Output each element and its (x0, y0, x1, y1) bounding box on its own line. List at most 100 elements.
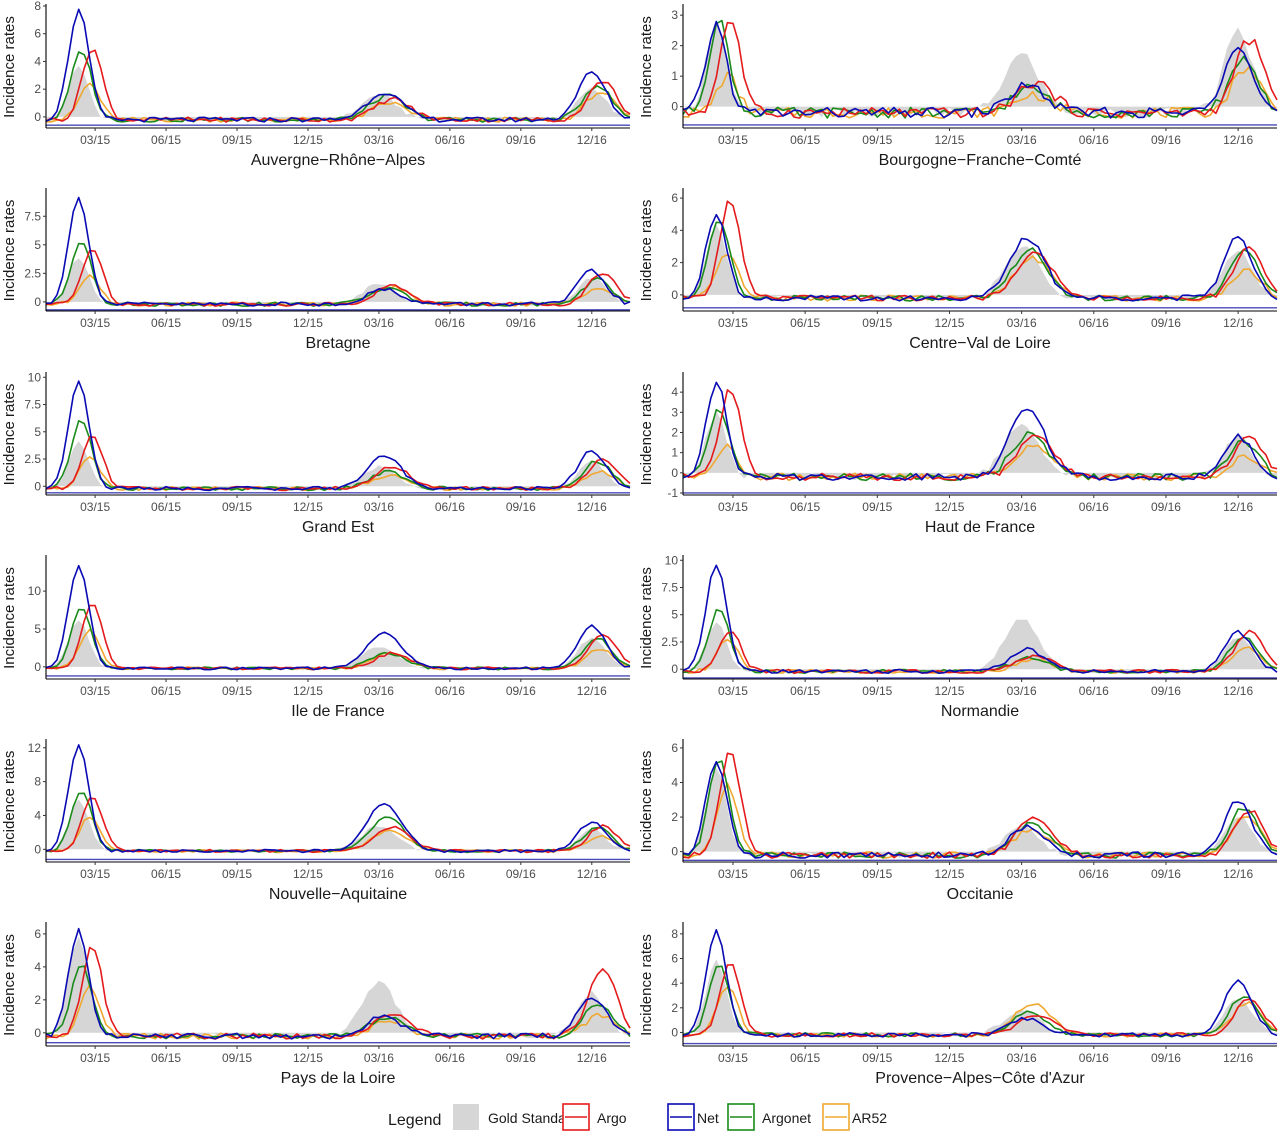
x-tick-label: 12/16 (577, 684, 607, 698)
x-tick-label: 06/15 (790, 1051, 820, 1065)
argonet-series-line (45, 242, 631, 307)
x-tick-label: 09/16 (1151, 684, 1181, 698)
legend-argonet-label: Argonet (762, 1110, 811, 1126)
chart-panel-7: 0 2.5 5 7.5 10 03/15 06/15 09/15 12/15 03/16 06/16… (638, 553, 1278, 720)
x-tick-label: 06/15 (151, 684, 181, 698)
x-tick-label: 03/15 (80, 1051, 110, 1065)
y-axis-label: Incidence rates (638, 384, 655, 486)
chart-panel-11: 0 2 4 6 8 03/15 06/15 09/15 12/15 03/16 06/16 09/16… (638, 922, 1278, 1087)
y-tick-label: 3 (671, 405, 678, 419)
y-tick-label: 0 (34, 660, 41, 674)
y-tick-label: -1 (667, 486, 678, 500)
x-tick-label: 12/15 (293, 133, 323, 147)
y-axis-label: Incidence rates (1, 16, 18, 118)
panel-title: Bourgogne−Franche−Comté (879, 152, 1082, 169)
x-tick-label: 12/16 (577, 867, 607, 881)
panel-title: Ile de France (291, 703, 384, 720)
argo-series-line (45, 49, 631, 123)
x-tick-label: 06/15 (151, 867, 181, 881)
y-tick-label: 0 (671, 845, 678, 859)
net-series-line (682, 213, 1278, 302)
y-tick-label: 2 (671, 256, 678, 270)
x-tick-label: 06/16 (1079, 1051, 1109, 1065)
x-tick-label: 03/16 (1007, 500, 1037, 514)
x-tick-label: 09/15 (222, 1051, 252, 1065)
y-tick-label: 4 (671, 976, 678, 990)
y-tick-label: 0 (34, 295, 41, 309)
net-series-line (682, 760, 1278, 859)
y-tick-label: 7.5 (661, 581, 678, 595)
argo-series-line (45, 946, 631, 1040)
x-tick-label: 12/15 (934, 500, 964, 514)
x-tick-label: 09/16 (506, 684, 536, 698)
x-tick-label: 06/16 (435, 684, 465, 698)
argo-series-line (682, 752, 1278, 859)
y-tick-label: 2 (671, 1001, 678, 1015)
y-tick-label: 7.5 (24, 398, 41, 412)
x-tick-label: 03/16 (1007, 684, 1037, 698)
panel-title: Haut de France (925, 519, 1035, 536)
x-tick-label: 03/15 (718, 316, 748, 330)
x-tick-label: 09/16 (506, 316, 536, 330)
y-axis-label: Incidence rates (1, 934, 18, 1036)
argonet-series-line (45, 792, 630, 854)
x-tick-label: 03/16 (364, 684, 394, 698)
x-tick-label: 09/16 (1151, 500, 1181, 514)
x-tick-label: 06/16 (435, 1051, 465, 1065)
x-tick-label: 03/16 (364, 1051, 394, 1065)
y-tick-label: 6 (671, 952, 678, 966)
x-tick-label: 03/16 (1007, 316, 1037, 330)
y-tick-label: 2.5 (661, 635, 678, 649)
gold-standard-area (683, 959, 1277, 1037)
y-tick-label: 0 (34, 479, 41, 493)
argonet-series-line (682, 965, 1278, 1038)
argo-series-line (45, 249, 631, 307)
chart-panel-6: 0 5 10 03/15 06/15 09/15 12/15 03/16 06/16 09/16 1… (1, 555, 631, 720)
x-tick-label: 03/15 (80, 500, 110, 514)
x-tick-label: 03/15 (718, 684, 748, 698)
y-tick-label: 10 (665, 553, 679, 567)
legend-gold-standard-swatch (453, 1104, 479, 1130)
gold-standard-area (683, 410, 1277, 481)
x-tick-label: 09/16 (506, 1051, 536, 1065)
panel-title: Normandie (941, 703, 1019, 720)
x-tick-label: 09/15 (862, 133, 892, 147)
panel-title: Nouvelle−Aquitaine (269, 886, 407, 903)
panel-title: Auvergne−Rhône−Alpes (251, 152, 425, 169)
argo-series-line (45, 604, 631, 671)
net-series-line (45, 927, 631, 1040)
legend-argo-label: Argo (597, 1110, 627, 1126)
x-tick-label: 12/16 (1223, 316, 1253, 330)
argonet-series-line (45, 51, 631, 123)
y-tick-label: 1 (671, 69, 678, 83)
x-tick-label: 06/16 (435, 316, 465, 330)
chart-panel-0: 0 2 4 6 8 03/15 06/15 09/15 12/15 03/16 06/16 09/16… (1, 0, 631, 169)
y-axis-label: Incidence rates (638, 200, 655, 302)
y-tick-label: 3 (671, 8, 678, 22)
y-tick-label: 2 (34, 993, 41, 1007)
y-axis-label: Incidence rates (638, 934, 655, 1036)
x-tick-label: 06/16 (1079, 684, 1109, 698)
ar52-series-line (682, 638, 1278, 675)
y-tick-label: 0 (671, 1025, 678, 1039)
y-tick-label: 2.5 (24, 266, 41, 280)
y-tick-label: 4 (671, 775, 678, 789)
y-tick-label: 4 (671, 223, 678, 237)
x-tick-label: 12/16 (577, 133, 607, 147)
net-series-line (682, 928, 1278, 1038)
x-tick-label: 09/15 (862, 1051, 892, 1065)
chart-panel-10: 0 2 4 6 03/15 06/15 09/15 12/15 03/16 06/16 09/16 1… (1, 922, 631, 1087)
x-tick-label: 09/16 (1151, 133, 1181, 147)
x-tick-label: 06/16 (1079, 133, 1109, 147)
x-tick-label: 12/15 (293, 500, 323, 514)
net-series-line (45, 196, 631, 307)
x-tick-label: 12/16 (577, 316, 607, 330)
y-axis-label: Incidence rates (1, 567, 18, 669)
gold-standard-area (46, 620, 630, 670)
argo-series-line (682, 629, 1278, 675)
y-axis-label: Incidence rates (638, 16, 655, 118)
argonet-series-line (682, 760, 1278, 859)
x-tick-label: 06/15 (790, 316, 820, 330)
y-tick-label: 10 (28, 584, 42, 598)
legend-ar52-label: AR52 (852, 1110, 887, 1126)
